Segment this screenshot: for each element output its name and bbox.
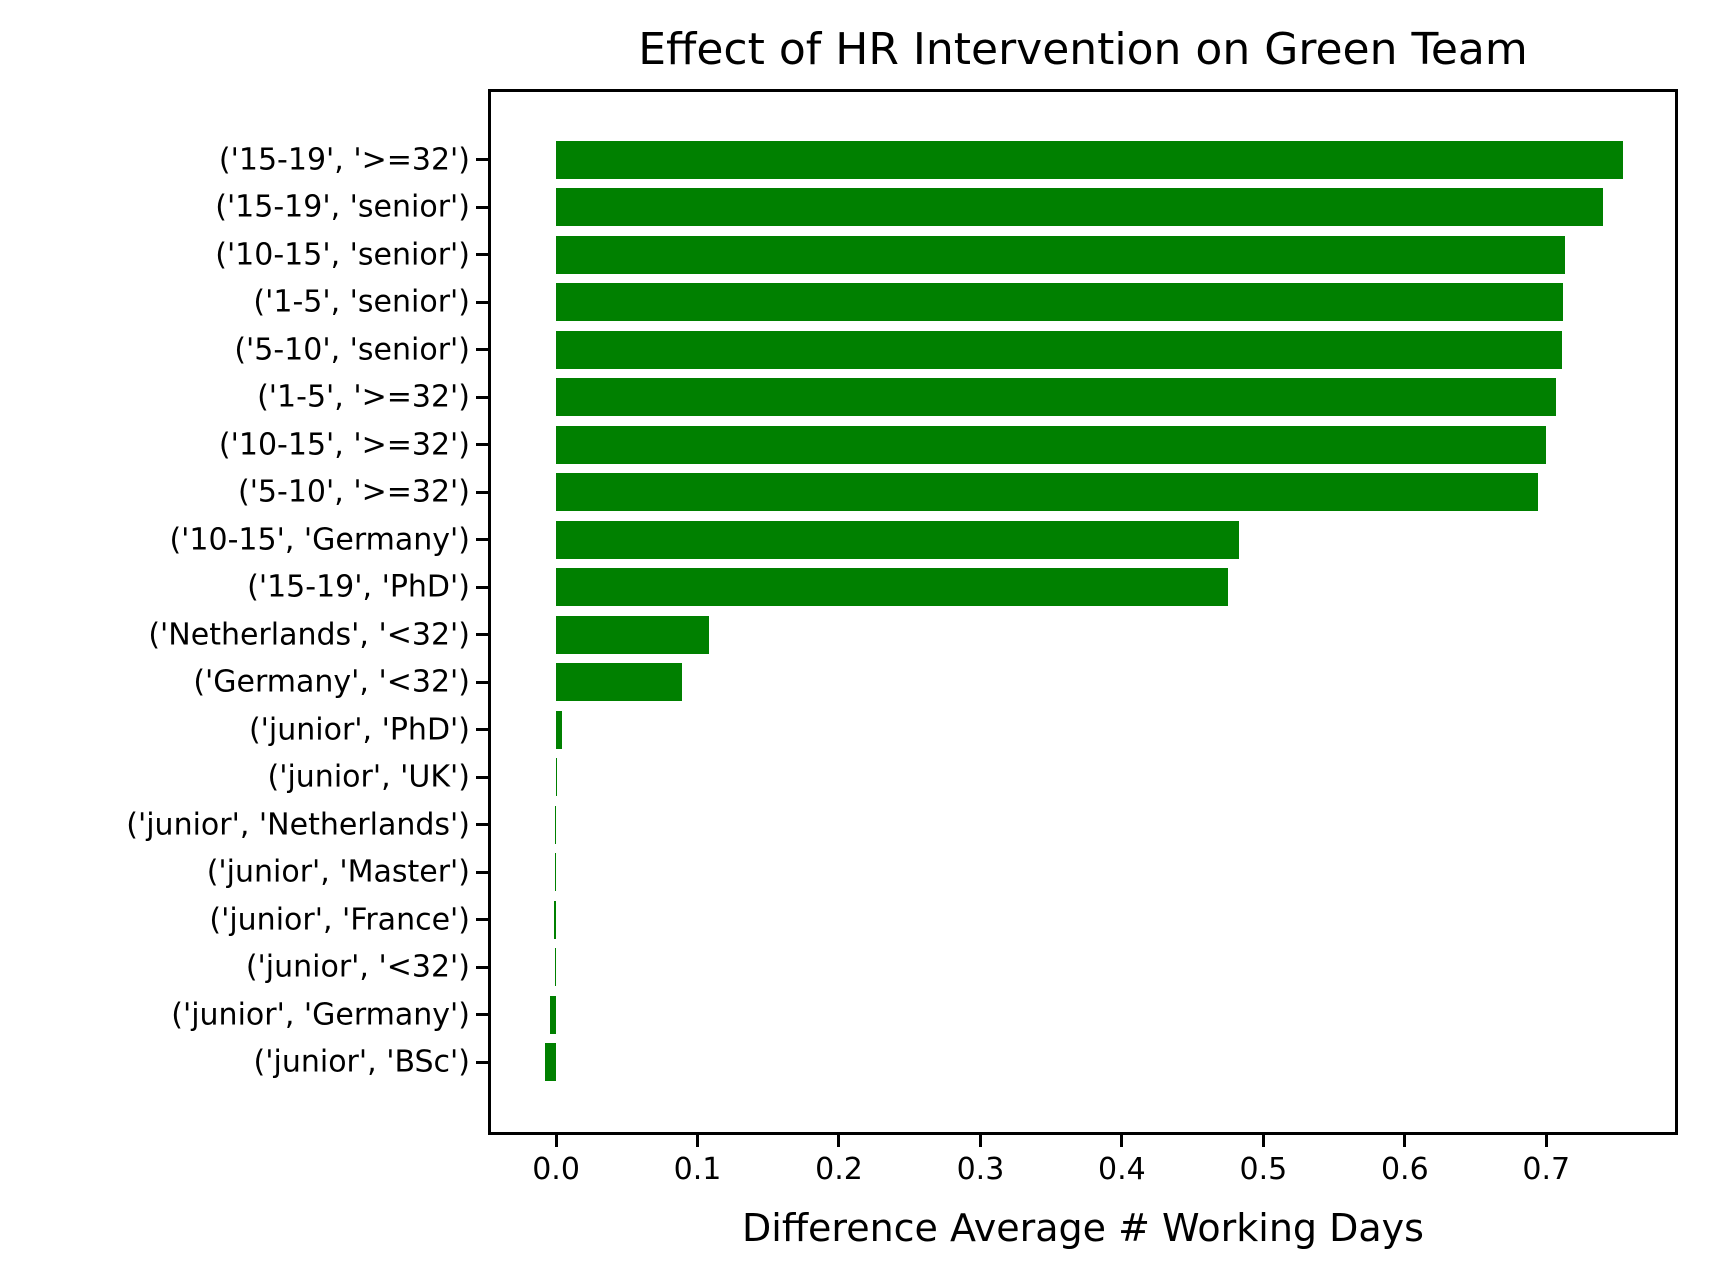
x-tick-mark [1544, 1135, 1548, 1147]
y-tick-label: ('1-5', '>=32') [257, 379, 470, 415]
y-tick-mark [476, 585, 488, 589]
x-tick-mark [1403, 1135, 1407, 1147]
bar [556, 710, 562, 749]
bar [549, 995, 557, 1034]
bar [544, 1043, 557, 1082]
x-tick-mark [554, 1135, 558, 1147]
y-tick-mark [476, 538, 488, 542]
y-tick-mark [476, 775, 488, 779]
y-tick-mark [476, 680, 488, 684]
bar [556, 140, 1623, 179]
y-tick-label: ('junior', 'France') [209, 902, 470, 938]
x-tick-label: 0.1 [673, 1152, 722, 1187]
y-tick-mark [476, 1060, 488, 1064]
x-tick-mark [978, 1135, 982, 1147]
bar [556, 235, 1565, 274]
bars-layer [491, 92, 1675, 1132]
y-tick-mark [476, 633, 488, 637]
y-axis-tick-labels: ('15-19', '>=32') ('15-19', 'senior') ('10… [0, 0, 470, 1282]
y-tick-label: ('1-5', 'senior') [253, 284, 470, 320]
bar [556, 188, 1603, 227]
x-tick-label: 0.5 [1239, 1152, 1288, 1187]
bar [554, 805, 557, 844]
y-tick-mark [476, 300, 488, 304]
bar [556, 425, 1547, 464]
bar [554, 948, 557, 987]
y-tick-mark [476, 918, 488, 922]
bar [554, 853, 557, 892]
y-tick-label: ('junior', 'UK') [267, 759, 471, 795]
x-tick-label: 0.7 [1522, 1152, 1571, 1187]
y-tick-label: ('15-19', 'senior') [215, 189, 470, 225]
x-tick-mark [696, 1135, 700, 1147]
y-tick-mark [476, 823, 488, 827]
x-tick-mark [837, 1135, 841, 1147]
y-tick-label: ('10-15', 'senior') [215, 237, 470, 273]
bar [556, 283, 1564, 322]
y-tick-mark [476, 348, 488, 352]
y-tick-mark [476, 395, 488, 399]
y-tick-label: ('5-10', 'senior') [234, 332, 470, 368]
y-tick-mark [476, 965, 488, 969]
chart-title: Effect of HR Intervention on Green Team [638, 24, 1528, 75]
y-tick-label: ('junior', 'Germany') [171, 997, 470, 1033]
y-tick-label: ('5-10', '>=32') [237, 474, 470, 510]
bar [556, 615, 709, 654]
bar [556, 568, 1228, 607]
y-tick-mark [476, 205, 488, 209]
x-tick-label: 0.6 [1380, 1152, 1429, 1187]
x-tick-label: 0.2 [815, 1152, 863, 1187]
y-tick-label: ('10-15', 'Germany') [169, 522, 470, 558]
y-tick-mark [476, 728, 488, 732]
y-tick-label: ('Netherlands', '<32') [148, 617, 470, 653]
x-tick-mark [1261, 1135, 1265, 1147]
y-tick-label: ('Germany', '<32') [193, 664, 470, 700]
y-tick-label: ('junior', 'PhD') [248, 712, 470, 748]
y-tick-label: ('10-15', '>=32') [218, 427, 470, 463]
y-tick-mark [476, 443, 488, 447]
y-tick-mark [476, 870, 488, 874]
bar [556, 758, 558, 797]
y-tick-mark [476, 253, 488, 257]
bar [556, 663, 682, 702]
x-tick-mark [1120, 1135, 1124, 1147]
y-tick-label: ('junior', 'Netherlands') [126, 807, 470, 843]
bar [553, 900, 557, 939]
y-tick-mark [476, 490, 488, 494]
x-axis-label: Difference Average # Working Days [742, 1206, 1424, 1250]
bar [556, 330, 1562, 369]
y-tick-label: ('junior', 'BSc') [253, 1044, 470, 1080]
y-tick-label: ('15-19', 'PhD') [247, 569, 470, 605]
bar [556, 378, 1557, 417]
y-tick-label: ('15-19', '>=32') [218, 142, 470, 178]
x-tick-label: 0.3 [956, 1152, 1005, 1187]
y-tick-mark [476, 1013, 488, 1017]
bar [556, 520, 1240, 559]
y-tick-label: ('junior', '<32') [245, 949, 470, 985]
x-tick-label: 0.4 [1098, 1152, 1146, 1187]
y-tick-mark [476, 158, 488, 162]
y-tick-label: ('junior', 'Master') [206, 854, 470, 890]
bar [556, 473, 1538, 512]
x-tick-label: 0.0 [532, 1152, 580, 1187]
